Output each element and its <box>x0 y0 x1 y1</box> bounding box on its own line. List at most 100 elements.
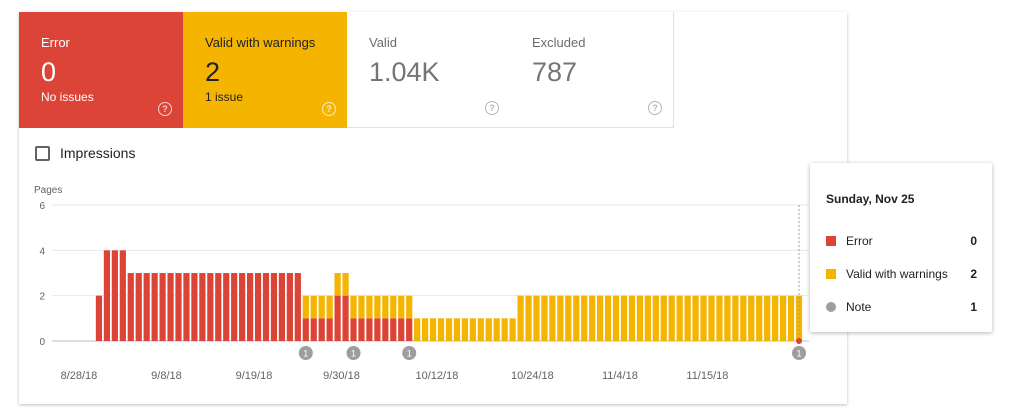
bar-warnings[interactable] <box>541 295 548 341</box>
bar-warnings[interactable] <box>604 295 612 341</box>
bar-error[interactable] <box>159 273 166 341</box>
bar-warnings[interactable] <box>684 295 691 341</box>
bar-warnings[interactable] <box>668 295 675 341</box>
bar-warnings[interactable] <box>422 318 429 341</box>
bar-warnings[interactable] <box>517 295 524 341</box>
bar-error[interactable] <box>342 295 349 341</box>
bar-error[interactable] <box>270 273 278 341</box>
bar-warnings[interactable] <box>724 295 731 341</box>
bar-error[interactable] <box>247 273 254 341</box>
bar-error[interactable] <box>111 250 118 341</box>
bar-warnings[interactable] <box>477 318 484 341</box>
bar-warnings[interactable] <box>358 295 365 319</box>
bar-warnings[interactable] <box>429 318 437 341</box>
bar-error[interactable] <box>302 318 309 341</box>
bar-warnings[interactable] <box>620 295 628 341</box>
help-icon[interactable]: ? <box>485 101 499 115</box>
coverage-chart[interactable]: Pages 0 2 4 6 1 1 1 1 8/28/18 9/8/18 9/19/18 9/30… <box>19 12 847 404</box>
bar-warnings[interactable] <box>573 295 580 341</box>
annotation-marker[interactable]: 1 <box>346 346 361 360</box>
bar-error[interactable] <box>406 318 413 341</box>
bar-warnings[interactable] <box>652 295 659 341</box>
bar-error[interactable] <box>95 295 103 341</box>
bar-warnings[interactable] <box>334 273 341 296</box>
bar-error[interactable] <box>167 273 174 341</box>
help-icon[interactable]: ? <box>648 101 662 115</box>
bar-error[interactable] <box>310 318 317 341</box>
bar-warnings[interactable] <box>414 318 421 341</box>
bar-warnings[interactable] <box>509 318 516 341</box>
bar-warnings[interactable] <box>692 295 699 341</box>
bar-warnings[interactable] <box>732 295 739 341</box>
bar-warnings[interactable] <box>612 295 620 341</box>
bar-warnings[interactable] <box>485 318 492 341</box>
bar-warnings[interactable] <box>787 295 795 341</box>
bar-warnings[interactable] <box>461 318 468 341</box>
bar-warnings[interactable] <box>445 318 453 341</box>
bar-warnings[interactable] <box>708 295 715 341</box>
bar-error[interactable] <box>119 250 126 341</box>
bar-warnings[interactable] <box>740 295 747 341</box>
bar-warnings[interactable] <box>644 295 651 341</box>
bar-warnings[interactable] <box>374 295 381 319</box>
bar-warnings[interactable] <box>636 295 643 341</box>
warnings-tile[interactable]: Valid with warnings 2 1 issue ? <box>183 12 347 128</box>
bar-warnings[interactable] <box>589 295 596 341</box>
bar-error[interactable] <box>127 273 134 341</box>
bar-warnings[interactable] <box>437 318 445 341</box>
bar-error[interactable] <box>382 318 389 341</box>
bar-warnings[interactable] <box>748 295 755 341</box>
valid-tile[interactable]: Valid 1.04K ? <box>347 12 511 128</box>
impressions-checkbox[interactable] <box>35 145 50 161</box>
annotation-marker[interactable]: 1 <box>402 346 417 360</box>
bar-warnings[interactable] <box>533 295 540 341</box>
help-icon[interactable]: ? <box>322 102 336 116</box>
bar-warnings[interactable] <box>779 295 787 341</box>
bar-error[interactable] <box>143 273 150 341</box>
bar-warnings[interactable] <box>660 295 667 341</box>
bar-error[interactable] <box>318 318 325 341</box>
bar-error[interactable] <box>254 273 262 341</box>
bar-warnings[interactable] <box>557 295 564 341</box>
bar-error[interactable] <box>215 273 222 341</box>
bar-warnings[interactable] <box>756 295 763 341</box>
bar-error[interactable] <box>286 273 293 341</box>
bar-error[interactable] <box>135 273 142 341</box>
bar-warnings[interactable] <box>469 318 476 341</box>
bar-warnings[interactable] <box>318 295 325 319</box>
bar-error[interactable] <box>207 273 214 341</box>
bar-warnings[interactable] <box>326 295 333 319</box>
bar-warnings[interactable] <box>382 295 389 319</box>
bar-error[interactable] <box>398 318 405 341</box>
impressions-toggle[interactable]: Impressions <box>35 145 135 161</box>
bar-error[interactable] <box>350 318 357 341</box>
bar-error[interactable] <box>151 273 158 341</box>
bar-error[interactable] <box>262 273 270 341</box>
bar-error[interactable] <box>294 273 301 341</box>
bar-warnings[interactable] <box>700 295 707 341</box>
bar-warnings[interactable] <box>342 273 349 296</box>
bar-error[interactable] <box>334 295 341 341</box>
bar-error[interactable] <box>278 273 286 341</box>
bar-warnings[interactable] <box>501 318 508 341</box>
bar-warnings[interactable] <box>764 295 771 341</box>
error-tile[interactable]: Error 0 No issues ? <box>19 12 183 128</box>
bar-error[interactable] <box>374 318 381 341</box>
bar-error[interactable] <box>326 318 333 341</box>
bar-error[interactable] <box>199 273 206 341</box>
bar-warnings[interactable] <box>676 295 683 341</box>
bar-error[interactable] <box>223 273 230 341</box>
bar-warnings[interactable] <box>453 318 461 341</box>
bar-warnings[interactable] <box>581 295 588 341</box>
bar-error[interactable] <box>390 318 397 341</box>
bar-warnings[interactable] <box>525 295 532 341</box>
bar-warnings[interactable] <box>302 295 309 319</box>
bar-error[interactable] <box>239 273 246 341</box>
bar-error[interactable] <box>191 273 198 341</box>
bar-error[interactable] <box>366 318 373 341</box>
bar-warnings[interactable] <box>398 295 405 319</box>
annotation-marker[interactable]: 1 <box>792 346 806 360</box>
bar-error[interactable] <box>358 318 365 341</box>
bar-warnings[interactable] <box>597 295 604 341</box>
bar-error[interactable] <box>231 273 238 341</box>
